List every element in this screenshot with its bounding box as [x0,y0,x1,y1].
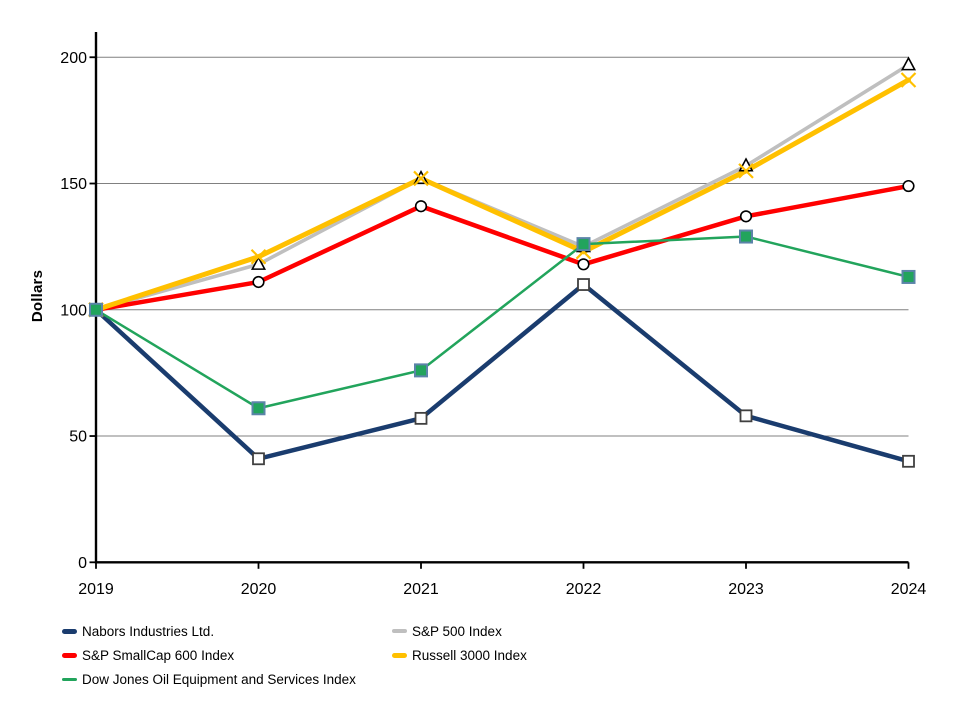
series-line-dow-jones-oil-equipment-and-services-index [94,235,910,410]
marker-dow-jones-oil-equipment-and-services-index-2023 [739,229,753,244]
x-tick-label-2019: 2019 [78,581,114,598]
y-tick-label-200: 200 [60,50,87,67]
marker-s-p-smallcap-600-index-2020 [252,275,265,289]
legend-item-dow-jones-oil-equipment-and-services-index: Dow Jones Oil Equipment and Services Ind… [62,670,356,688]
legend-swatch-nabors-industries-ltd [62,628,77,634]
legend-item-nabors-industries-ltd: Nabors Industries Ltd. [62,622,214,640]
marker-nabors-industries-ltd-2021 [414,411,428,425]
marker-nabors-industries-ltd-2024 [902,454,915,468]
marker-russell-3000-index-2021 [413,170,429,187]
y-tick-label-150: 150 [60,176,87,193]
marker-dow-jones-oil-equipment-and-services-index-2020 [251,401,266,416]
x-tick-label-2024: 2024 [891,581,927,598]
legend-swatch-s-p-500-index [392,629,407,633]
marker-russell-3000-index-2020 [250,248,267,265]
legend-label-s-p-500-index: S&P 500 Index [412,623,502,639]
marker-nabors-industries-ltd-2023 [739,409,753,423]
series-line-russell-3000-index [93,77,911,313]
series-line-nabors-industries-ltd [93,281,911,464]
series-line-s-p-500-index [94,63,911,312]
legend-label-russell-3000-index: Russell 3000 Index [412,647,527,663]
legend-label-nabors-industries-ltd: Nabors Industries Ltd. [82,623,215,639]
x-tick-label-2021: 2021 [403,581,439,598]
marker-s-p-smallcap-600-index-2024 [902,179,915,193]
legend-swatch-dow-jones-oil-equipment-and-services-index [62,677,77,681]
chart-canvas: 0 50 100 150 200 2019 2020 2021 2022 2023 2024 [60,32,927,598]
marker-nabors-industries-ltd-2022 [577,278,590,291]
marker-dow-jones-oil-equipment-and-services-index-2019 [89,302,103,317]
legend-item-s-p-smallcap-600-index: S&P SmallCap 600 Index [62,646,234,664]
legend-label-s-p-smallcap-600-index: S&P SmallCap 600 Index [82,647,235,663]
x-tick-label-2022: 2022 [566,581,602,598]
y-tick-label-50: 50 [69,429,87,446]
legend-item-russell-3000-index: Russell 3000 Index [392,646,527,664]
marker-s-p-smallcap-600-index-2023 [739,210,753,223]
marker-nabors-industries-ltd-2020 [252,452,265,466]
marker-dow-jones-oil-equipment-and-services-index-2024 [901,269,916,284]
legend-swatch-russell-3000-index [392,652,407,658]
marker-s-p-500-index-2024 [900,56,917,71]
legend-label-dow-jones-oil-equipment-and-services-index: Dow Jones Oil Equipment and Services Ind… [82,671,356,687]
marker-s-p-500-index-2020 [250,255,267,270]
marker-russell-3000-index-2023 [738,163,754,179]
series-line-s-p-smallcap-600-index [93,183,911,313]
legend-swatch-s-p-smallcap-600-index [62,652,77,658]
x-tick-label-2020: 2020 [241,581,277,598]
x-tick-label-2023: 2023 [728,581,764,598]
marker-dow-jones-oil-equipment-and-services-index-2022 [576,237,591,252]
y-tick-label-0: 0 [78,555,87,572]
legend-item-s-p-500-index: S&P 500 Index [392,622,502,640]
marker-s-p-smallcap-600-index-2022 [577,258,590,271]
axes [94,32,909,564]
marker-s-p-smallcap-600-index-2021 [414,200,428,213]
marker-russell-3000-index-2024 [900,72,917,88]
y-tick-label-100: 100 [60,302,87,319]
marker-dow-jones-oil-equipment-and-services-index-2021 [414,363,428,378]
